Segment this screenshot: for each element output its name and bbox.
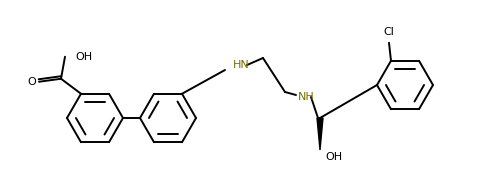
Text: OH: OH — [325, 152, 342, 162]
Text: NH: NH — [298, 92, 315, 102]
Text: OH: OH — [75, 52, 92, 62]
Text: HN: HN — [233, 60, 250, 70]
Text: Cl: Cl — [383, 27, 394, 37]
Text: O: O — [27, 77, 36, 87]
Polygon shape — [317, 118, 323, 150]
